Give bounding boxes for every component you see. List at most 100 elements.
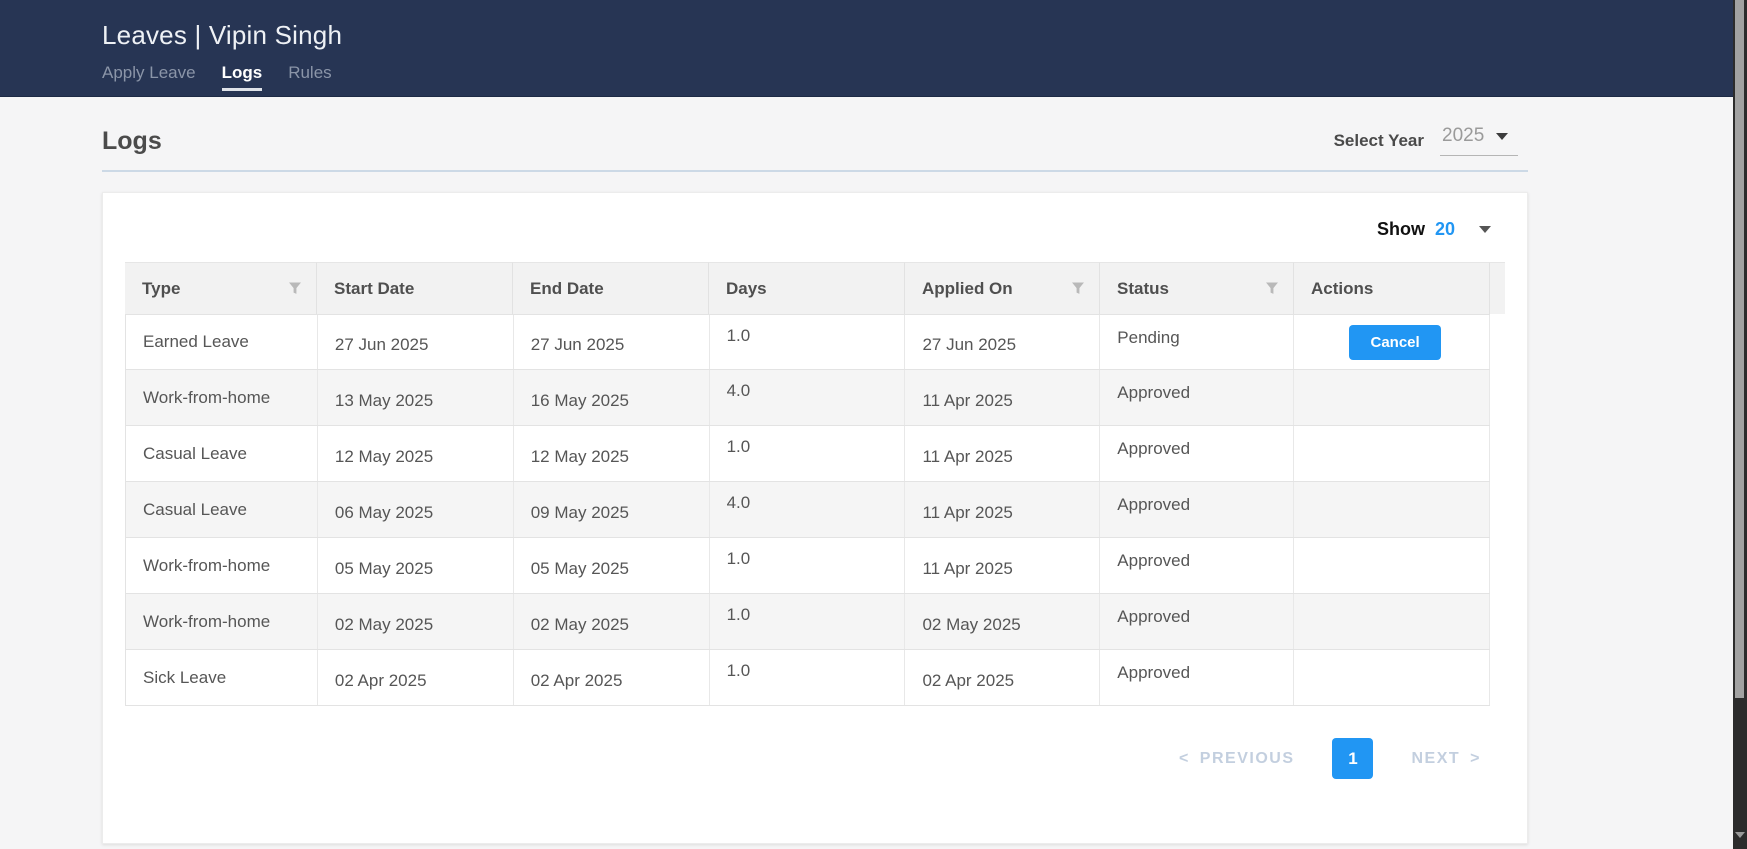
page-title: Leaves | Vipin Singh (102, 20, 343, 50)
cell-type: Casual Leave (126, 426, 318, 481)
cell-end-date: 12 May 2025 (514, 426, 710, 481)
cell-days: 4.0 (710, 482, 906, 537)
tab-rules[interactable]: Rules (288, 63, 332, 82)
cell-days: 1.0 (710, 426, 906, 481)
tab-logs[interactable]: Logs (221, 63, 263, 91)
table-row: Work-from-home 02 May 2025 02 May 2025 1… (126, 594, 1491, 650)
show-label: Show (1376, 219, 1425, 239)
cell-end-date: 02 May 2025 (514, 594, 710, 649)
cell-status: Approved (1100, 426, 1295, 481)
page-number-button[interactable]: 1 (1332, 738, 1374, 779)
nav-tabs: Apply Leave Logs Rules (102, 63, 1747, 91)
column-header-start-date[interactable]: Start Date (317, 262, 513, 314)
show-row: Show 20 (125, 193, 1505, 240)
table-row: Casual Leave 06 May 2025 09 May 2025 4.0… (126, 482, 1491, 538)
cell-status: Approved (1100, 650, 1295, 705)
cell-start-date: 06 May 2025 (318, 482, 514, 537)
main-content: Logs Select Year 2025 Show 20 Type Start… (0, 97, 1747, 844)
cell-status: Pending (1100, 315, 1295, 369)
next-page-button[interactable]: NEXT > (1411, 750, 1481, 768)
cell-status: Approved (1100, 370, 1295, 425)
cell-applied-on: 02 Apr 2025 (905, 650, 1101, 705)
cell-start-date: 13 May 2025 (318, 370, 514, 425)
cell-actions (1294, 426, 1491, 481)
cell-actions (1294, 538, 1491, 593)
cell-applied-on: 11 Apr 2025 (905, 426, 1101, 481)
cell-end-date: 27 Jun 2025 (514, 315, 710, 369)
cell-status: Approved (1100, 482, 1295, 537)
cell-status: Approved (1100, 594, 1295, 649)
filter-icon[interactable] (1071, 282, 1085, 295)
cell-start-date: 02 Apr 2025 (318, 650, 514, 705)
chevron-down-icon (1496, 132, 1509, 140)
cell-start-date: 27 Jun 2025 (318, 315, 514, 369)
top-navbar: Leaves | Vipin Singh Apply Leave Logs Ru… (0, 0, 1747, 97)
cell-end-date: 02 Apr 2025 (514, 650, 710, 705)
table-row: Work-from-home 05 May 2025 05 May 2025 1… (126, 538, 1491, 594)
cell-actions (1294, 594, 1491, 649)
logs-card: Show 20 Type Start Date End Date Days Ap… (102, 192, 1528, 844)
section-heading: Logs (102, 127, 162, 155)
column-header-days[interactable]: Days (709, 262, 905, 314)
table-row: Sick Leave 02 Apr 2025 02 Apr 2025 1.0 0… (126, 650, 1491, 706)
column-header-type[interactable]: Type (125, 262, 317, 314)
chevron-down-icon[interactable] (1479, 226, 1491, 233)
cell-end-date: 16 May 2025 (514, 370, 710, 425)
scrollbar-thumb[interactable] (1735, 0, 1744, 698)
table-row: Earned Leave 27 Jun 2025 27 Jun 2025 1.0… (126, 314, 1491, 370)
year-selector-label: Select Year (1333, 130, 1424, 150)
cell-applied-on: 11 Apr 2025 (905, 538, 1101, 593)
show-count-dropdown[interactable]: 20 (1434, 219, 1455, 239)
column-header-actions[interactable]: Actions (1294, 262, 1490, 314)
cell-start-date: 12 May 2025 (318, 426, 514, 481)
cell-days: 1.0 (710, 594, 906, 649)
column-header-applied-on[interactable]: Applied On (905, 262, 1100, 314)
year-dropdown-value: 2025 (1442, 125, 1485, 146)
cell-start-date: 02 May 2025 (318, 594, 514, 649)
heading-row: Logs Select Year 2025 (102, 97, 1528, 172)
table-row: Casual Leave 12 May 2025 12 May 2025 1.0… (126, 426, 1491, 482)
cancel-button[interactable]: Cancel (1349, 324, 1441, 360)
previous-arrow-icon: < (1178, 749, 1190, 767)
cell-type: Casual Leave (126, 482, 318, 537)
cell-end-date: 09 May 2025 (514, 482, 710, 537)
previous-page-button[interactable]: < PREVIOUS (1179, 750, 1295, 768)
scrollbar-down-arrow-icon[interactable] (1735, 832, 1745, 838)
cell-type: Work-from-home (126, 538, 318, 593)
cell-actions (1294, 482, 1491, 537)
column-header-status[interactable]: Status (1100, 262, 1294, 314)
table-header-row: Type Start Date End Date Days Applied On… (125, 262, 1505, 314)
header-scrollbar-stub (1490, 262, 1505, 314)
table-body: Earned Leave 27 Jun 2025 27 Jun 2025 1.0… (125, 314, 1491, 706)
cell-days: 1.0 (710, 538, 906, 593)
cell-applied-on: 02 May 2025 (905, 594, 1101, 649)
year-selector: Select Year 2025 (1334, 125, 1528, 156)
cell-actions: Cancel (1294, 315, 1491, 369)
cell-start-date: 05 May 2025 (318, 538, 514, 593)
tab-apply-leave[interactable]: Apply Leave (102, 63, 196, 82)
pagination: < PREVIOUS 1 NEXT > (125, 738, 1505, 779)
cell-type: Earned Leave (126, 315, 318, 369)
cell-days: 4.0 (710, 370, 906, 425)
cell-days: 1.0 (710, 650, 906, 705)
logs-table: Type Start Date End Date Days Applied On… (125, 262, 1505, 706)
cell-days: 1.0 (710, 315, 906, 369)
cell-end-date: 05 May 2025 (514, 538, 710, 593)
year-dropdown[interactable]: 2025 (1440, 125, 1518, 156)
next-label: NEXT (1411, 749, 1461, 767)
cell-applied-on: 11 Apr 2025 (905, 370, 1101, 425)
table-row: Work-from-home 13 May 2025 16 May 2025 4… (126, 370, 1491, 426)
cell-actions (1294, 650, 1491, 705)
cell-type: Work-from-home (126, 370, 318, 425)
cell-applied-on: 27 Jun 2025 (905, 315, 1101, 369)
browser-scrollbar[interactable] (1733, 0, 1747, 849)
previous-label: PREVIOUS (1199, 749, 1295, 767)
cell-status: Approved (1100, 538, 1295, 593)
filter-icon[interactable] (288, 282, 302, 295)
cell-actions (1294, 370, 1491, 425)
cell-type: Sick Leave (126, 650, 318, 705)
column-header-end-date[interactable]: End Date (513, 262, 709, 314)
cell-type: Work-from-home (126, 594, 318, 649)
next-arrow-icon: > (1470, 749, 1481, 767)
filter-icon[interactable] (1265, 282, 1279, 295)
